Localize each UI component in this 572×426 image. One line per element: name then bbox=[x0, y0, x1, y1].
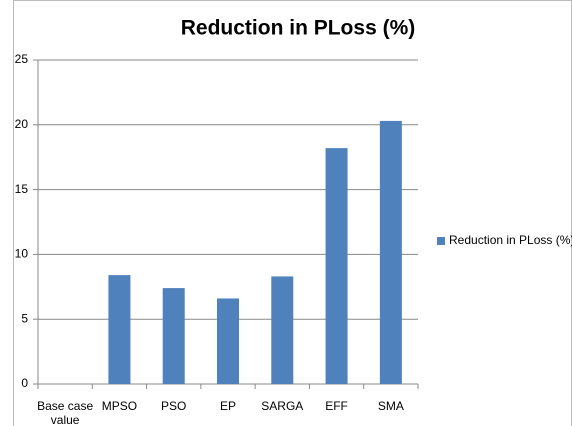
y-tick-label: 0 bbox=[21, 376, 28, 390]
x-tick-label: PSO bbox=[161, 399, 187, 413]
y-tick-label: 25 bbox=[15, 52, 29, 66]
bar bbox=[379, 120, 402, 385]
x-tick-label: MPSO bbox=[101, 399, 138, 413]
chart-title: Reduction in PLoss (%) bbox=[181, 17, 416, 40]
x-tick-label: Base case value bbox=[37, 399, 94, 426]
y-tick-label: 5 bbox=[21, 311, 28, 325]
bar bbox=[108, 275, 131, 384]
y-tick-label: 20 bbox=[15, 117, 29, 131]
bar bbox=[325, 148, 348, 384]
bar bbox=[162, 288, 185, 384]
y-tick-label: 15 bbox=[15, 182, 29, 196]
bar bbox=[271, 276, 294, 384]
x-tick-label: SARGA bbox=[261, 399, 304, 413]
x-tick-label: EP bbox=[219, 399, 236, 413]
legend-label: Reduction in PLoss (%) bbox=[449, 233, 572, 247]
x-tick-label: SMA bbox=[377, 399, 404, 413]
y-tick-label: 10 bbox=[15, 247, 29, 261]
bar bbox=[217, 298, 239, 384]
x-tick-label: EFF bbox=[325, 399, 348, 413]
legend-swatch bbox=[437, 237, 445, 245]
